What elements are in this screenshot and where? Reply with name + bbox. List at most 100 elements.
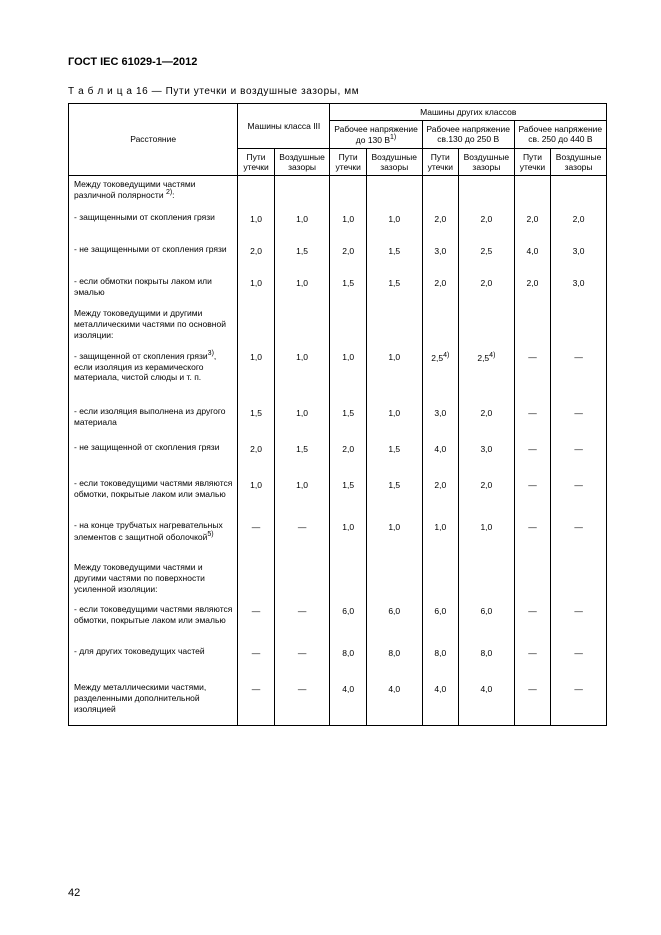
cell: 1,5 [366, 439, 422, 475]
row-label: - на конце трубчатых нагрева­тельных эле… [69, 517, 238, 559]
cell: 1,5 [330, 475, 366, 517]
row-label: - защищенной от скопле­ния грязи3), если… [69, 347, 238, 403]
cell: — [514, 643, 550, 679]
leakage-table: Расстояние Машины класса III Машины друг… [68, 103, 607, 726]
row-label: - не защищенной от скопле­ния грязи [69, 439, 238, 475]
cell: — [551, 679, 607, 725]
row-label: - если обмотки покрыты лаком или эмалью [69, 273, 238, 305]
cell: — [514, 679, 550, 725]
cell: 1,0 [422, 517, 458, 559]
cell: 4,0 [330, 679, 366, 725]
cell: 2,0 [238, 241, 274, 273]
section-2: Между токоведущими и дру­гими металличес… [69, 305, 238, 347]
cell: 1,5 [366, 273, 422, 305]
cell: 1,0 [238, 347, 274, 403]
cell: 3,0 [551, 273, 607, 305]
row-label: - если изоляция выполнена из другого мат… [69, 403, 238, 439]
table-caption: Т а б л и ц а 16 — Пути утечки и воздушн… [68, 86, 607, 97]
col-volt1: Рабочее напряжение до 130 В1) [330, 121, 422, 149]
cell: 3,0 [459, 439, 515, 475]
cell: 2,0 [422, 209, 458, 241]
document-header: ГОСТ IEC 61029-1—2012 [68, 56, 607, 68]
cell: — [551, 475, 607, 517]
cell: 1,5 [330, 403, 366, 439]
section-3: Между токоведущими частями и другими час… [69, 559, 238, 601]
cell: 1,0 [274, 403, 330, 439]
col-class3: Машины класса III [238, 104, 330, 149]
cell: 1,0 [274, 273, 330, 305]
cell: 8,0 [366, 643, 422, 679]
cell: 1,0 [238, 273, 274, 305]
cell: 1,5 [274, 439, 330, 475]
cell: 3,0 [422, 403, 458, 439]
cell: — [551, 439, 607, 475]
cell: 1,0 [238, 209, 274, 241]
col-volt2: Рабочее напряжение св.130 до 250 В [422, 121, 514, 149]
row-label: - не защищенными от скопле­ния грязи [69, 241, 238, 273]
cell: 4,0 [514, 241, 550, 273]
cell: 1,0 [459, 517, 515, 559]
sub-leak-3: Пути утечки [422, 148, 458, 175]
cell: — [514, 439, 550, 475]
cell: 1,0 [330, 209, 366, 241]
cell: — [274, 679, 330, 725]
cell: 1,0 [366, 347, 422, 403]
cell: 2,0 [330, 439, 366, 475]
cell: 1,0 [330, 347, 366, 403]
cell: — [514, 403, 550, 439]
col-volt3: Рабочее напряжение св. 250 до 440 В [514, 121, 606, 149]
cell: 6,0 [366, 601, 422, 643]
cell: 1,0 [366, 403, 422, 439]
cell: 1,0 [366, 517, 422, 559]
cell: 2,0 [459, 475, 515, 517]
cell: — [274, 517, 330, 559]
cell: — [238, 517, 274, 559]
cell: 1,0 [274, 475, 330, 517]
cell: — [551, 403, 607, 439]
cell: 1,0 [330, 517, 366, 559]
col-other: Машины других классов [330, 104, 607, 121]
cell: 2,5 [459, 241, 515, 273]
sub-gap-1: Воздушные зазоры [274, 148, 330, 175]
row-label: - если токоведущими частями являются обм… [69, 475, 238, 517]
cell: 4,0 [422, 679, 458, 725]
cell: 8,0 [330, 643, 366, 679]
cell: — [514, 601, 550, 643]
cell: 2,54) [459, 347, 515, 403]
cell: 1,0 [274, 209, 330, 241]
cell: 2,0 [459, 209, 515, 241]
cell: 4,0 [459, 679, 515, 725]
sub-leak-4: Пути утечки [514, 148, 550, 175]
cell: — [238, 679, 274, 725]
sub-leak-2: Пути утечки [330, 148, 366, 175]
cell: — [514, 475, 550, 517]
cell: 2,0 [330, 241, 366, 273]
cell: 8,0 [459, 643, 515, 679]
cell: 6,0 [330, 601, 366, 643]
cell: 1,0 [366, 209, 422, 241]
cell: 2,0 [514, 273, 550, 305]
cell: 1,5 [366, 241, 422, 273]
cell: 1,5 [238, 403, 274, 439]
cell: — [514, 517, 550, 559]
cell: — [514, 347, 550, 403]
cell: 6,0 [459, 601, 515, 643]
cell: 1,5 [366, 475, 422, 517]
cell: 4,0 [366, 679, 422, 725]
cell: 3,0 [551, 241, 607, 273]
cell: — [238, 601, 274, 643]
col-distance: Расстояние [69, 104, 238, 176]
sub-gap-3: Воздушные зазоры [459, 148, 515, 175]
cell: 1,5 [274, 241, 330, 273]
cell: 2,0 [551, 209, 607, 241]
row-label: - защищенными от скопления грязи [69, 209, 238, 241]
cell: 2,0 [422, 475, 458, 517]
row-label: - если токоведущими частями являются обм… [69, 601, 238, 643]
cell: 4,0 [422, 439, 458, 475]
cell: — [274, 601, 330, 643]
cell: — [551, 347, 607, 403]
cell: 2,0 [459, 273, 515, 305]
cell: — [551, 601, 607, 643]
cell: 3,0 [422, 241, 458, 273]
cell: 1,0 [274, 347, 330, 403]
